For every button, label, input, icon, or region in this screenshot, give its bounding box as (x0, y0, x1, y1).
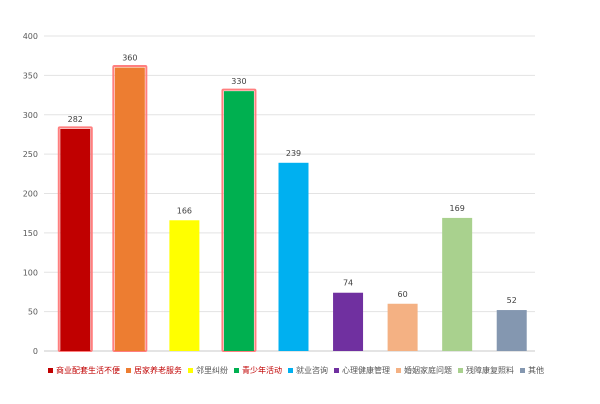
bars (57, 65, 527, 352)
y-tick-label: 250 (23, 150, 38, 159)
legend-swatch (334, 368, 339, 373)
legend-label: 婚姻家庭问题 (404, 365, 452, 375)
legend: 商业配套生活不便 居家养老服务 邻里纠纷 青少年活动 就业咨询 心理健康管理 婚姻家庭问题 残… (48, 365, 544, 375)
legend-label: 邻里纠纷 (196, 365, 228, 375)
bar (60, 128, 91, 351)
data-label: 360 (122, 54, 137, 63)
data-labels: 282 360 166 330 239 74 60 169 52 (68, 54, 517, 306)
legend-swatch (126, 368, 131, 373)
legend-label: 青少年活动 (242, 365, 282, 375)
y-tick-label: 400 (23, 32, 38, 41)
bar (333, 292, 364, 351)
legend-label: 其他 (528, 365, 544, 375)
data-label: 330 (231, 77, 246, 86)
y-tick-label: 50 (28, 308, 38, 317)
legend-label: 残障康复照料 (466, 365, 514, 375)
legend-swatch (188, 368, 193, 373)
bar (169, 220, 200, 351)
bar (496, 310, 527, 351)
bar (278, 162, 309, 351)
legend-swatch (288, 368, 293, 373)
y-axis-ticks: 0 50 100 150 200 250 300 350 400 (23, 32, 38, 356)
legend-label: 心理健康管理 (342, 365, 390, 375)
bar (223, 91, 254, 351)
y-tick-label: 300 (23, 111, 38, 120)
legend-swatch (234, 368, 239, 373)
bar (442, 217, 473, 351)
y-tick-label: 350 (23, 71, 38, 80)
legend-swatch (396, 368, 401, 373)
bar (114, 67, 145, 351)
data-label: 169 (450, 204, 465, 213)
legend-swatch (520, 368, 525, 373)
legend-label: 商业配套生活不便 (56, 365, 120, 375)
y-tick-label: 0 (33, 347, 38, 356)
data-label: 239 (286, 149, 301, 158)
data-label: 166 (177, 206, 192, 215)
y-tick-label: 200 (23, 190, 38, 199)
legend-label: 居家养老服务 (134, 365, 182, 375)
data-label: 282 (68, 115, 83, 124)
data-label: 52 (507, 296, 517, 305)
legend-label: 就业咨询 (296, 365, 328, 375)
legend-swatch (458, 368, 463, 373)
y-tick-label: 100 (23, 268, 38, 277)
data-label: 60 (398, 290, 408, 299)
bar (387, 303, 418, 351)
y-tick-label: 150 (23, 229, 38, 238)
legend-swatch (48, 368, 53, 373)
data-label: 74 (343, 279, 353, 288)
